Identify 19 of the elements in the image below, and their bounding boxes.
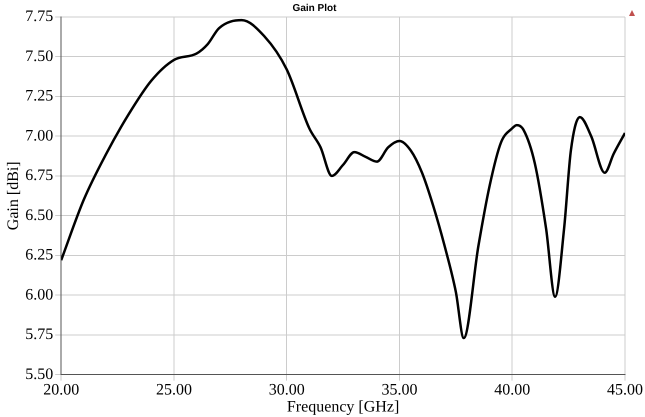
y-tick-label: 6.00 xyxy=(25,286,54,304)
y-axis-title: Gain [dBi] xyxy=(4,161,22,230)
y-tick-label: 6.75 xyxy=(25,167,54,184)
x-axis-title: Frequency [GHz] xyxy=(286,398,400,416)
x-tick-label: 45.00 xyxy=(607,381,643,398)
y-tick-label: 5.75 xyxy=(25,326,54,344)
y-tick-label: 6.25 xyxy=(25,246,54,264)
y-tick-label: 7.50 xyxy=(25,48,54,65)
x-tick-label: 20.00 xyxy=(43,381,80,398)
x-tick-label: 35.00 xyxy=(381,381,418,398)
y-tick-label: 6.50 xyxy=(25,206,54,224)
y-tick-label: 7.25 xyxy=(25,88,54,105)
x-tick-label: 25.00 xyxy=(156,381,192,398)
y-tick-label: 7.00 xyxy=(25,127,54,144)
chart-title: Gain Plot xyxy=(292,2,338,14)
y-tick-label: 5.50 xyxy=(25,366,54,383)
x-tick-label: 30.00 xyxy=(268,381,305,398)
y-tick-label: 7.75 xyxy=(25,8,54,26)
x-tick-label: 40.00 xyxy=(494,381,530,398)
